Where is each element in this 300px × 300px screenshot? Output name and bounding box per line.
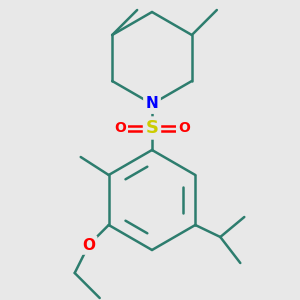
Text: N: N xyxy=(146,97,158,112)
Text: O: O xyxy=(82,238,95,253)
Text: O: O xyxy=(114,121,126,135)
Text: N: N xyxy=(146,97,158,112)
Text: O: O xyxy=(178,121,190,135)
Text: S: S xyxy=(146,119,158,137)
